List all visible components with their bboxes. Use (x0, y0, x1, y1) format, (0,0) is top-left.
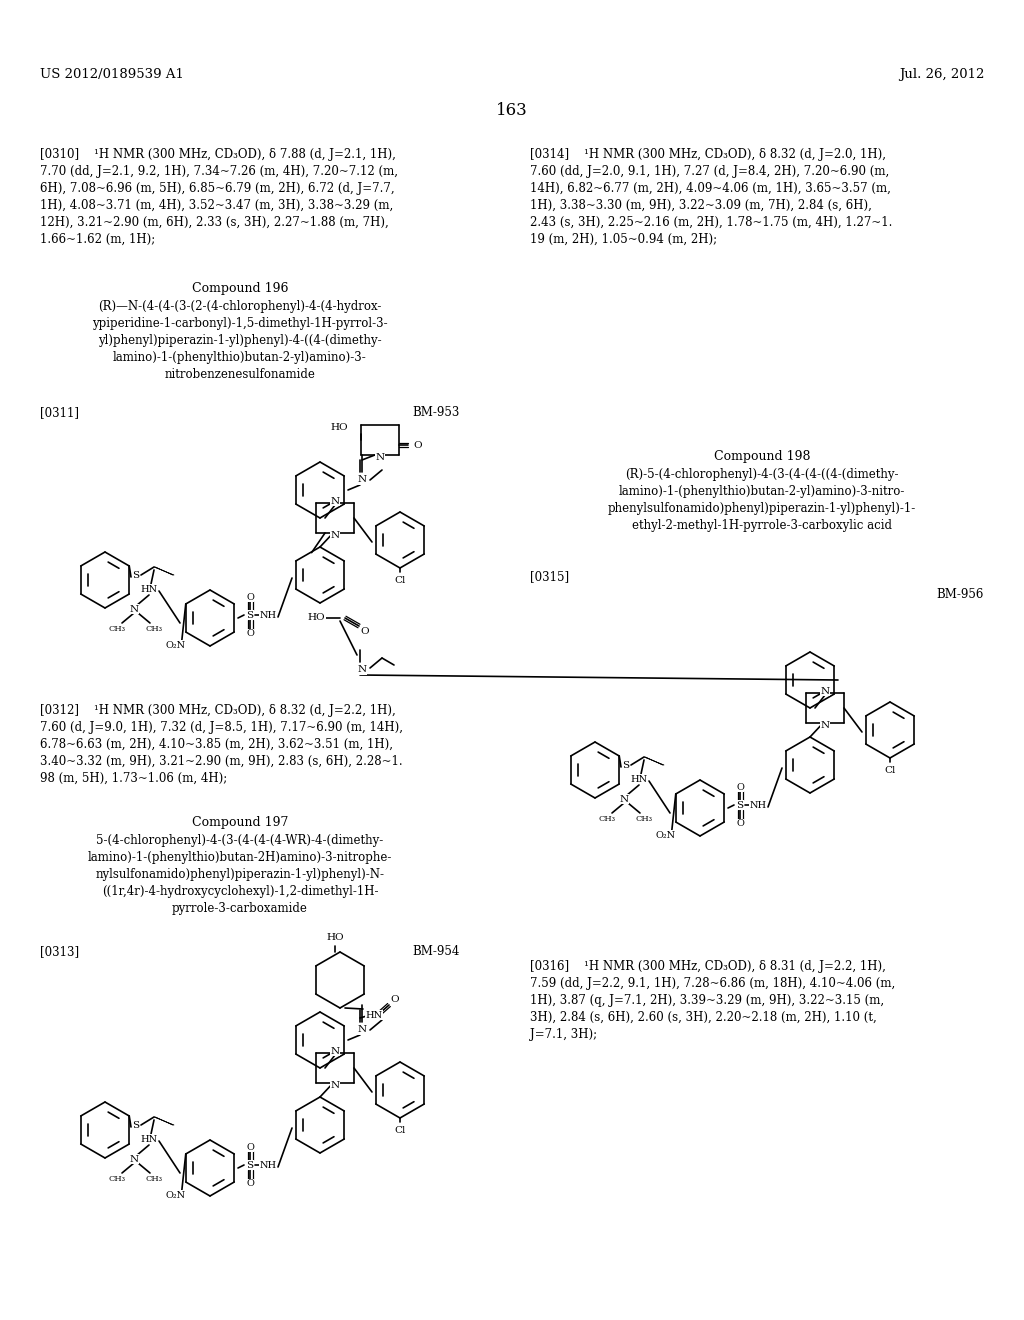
Text: [0313]: [0313] (40, 945, 79, 958)
Text: O: O (360, 627, 370, 636)
Text: [0310]    ¹H NMR (300 MHz, CD₃OD), δ 7.88 (d, J=2.1, 1H),
7.70 (dd, J=2.1, 9.2, : [0310] ¹H NMR (300 MHz, CD₃OD), δ 7.88 (… (40, 148, 398, 246)
Text: N: N (620, 795, 629, 804)
Text: HO: HO (327, 933, 344, 942)
Text: NH: NH (259, 610, 276, 619)
Text: Compound 196: Compound 196 (191, 282, 288, 294)
Text: Cl: Cl (394, 1126, 406, 1135)
Text: NH: NH (259, 1160, 276, 1170)
Text: CH₃: CH₃ (145, 624, 163, 634)
Text: S: S (132, 570, 139, 579)
Text: N: N (357, 1026, 367, 1035)
Text: O: O (246, 1143, 254, 1151)
Text: HN: HN (140, 1134, 158, 1143)
Text: [0315]: [0315] (530, 570, 569, 583)
Text: Compound 198: Compound 198 (714, 450, 810, 463)
Text: S: S (247, 610, 254, 619)
Text: N: N (331, 1081, 340, 1089)
Text: BM-954: BM-954 (413, 945, 460, 958)
Text: O₂N: O₂N (166, 1191, 185, 1200)
Text: 163: 163 (496, 102, 528, 119)
Text: O: O (391, 994, 399, 1003)
Text: BM-953: BM-953 (413, 407, 460, 418)
Text: NH: NH (750, 800, 767, 809)
Text: O₂N: O₂N (655, 830, 676, 840)
Text: (R)—N-(4-(4-(3-(2-(4-chlorophenyl)-4-(4-hydrox-
ypiperidine-1-carbonyl)-1,5-dime: (R)—N-(4-(4-(3-(2-(4-chlorophenyl)-4-(4-… (92, 300, 388, 381)
Text: O: O (246, 1180, 254, 1188)
Text: [0314]    ¹H NMR (300 MHz, CD₃OD), δ 8.32 (d, J=2.0, 1H),
7.60 (dd, J=2.0, 9.1, : [0314] ¹H NMR (300 MHz, CD₃OD), δ 8.32 (… (530, 148, 892, 246)
Text: (R)-5-(4-chlorophenyl)-4-(3-(4-(4-((4-(dimethy-
lamino)-1-(phenylthio)butan-2-yl: (R)-5-(4-chlorophenyl)-4-(3-(4-(4-((4-(d… (608, 469, 916, 532)
Text: BM-956: BM-956 (937, 587, 984, 601)
Text: O: O (736, 783, 744, 792)
Text: N: N (129, 1155, 138, 1163)
Text: Compound 197: Compound 197 (191, 816, 288, 829)
Text: S: S (132, 1121, 139, 1130)
Text: O: O (246, 593, 254, 602)
Text: US 2012/0189539 A1: US 2012/0189539 A1 (40, 69, 184, 81)
Text: CH₃: CH₃ (636, 814, 652, 822)
Text: [0316]    ¹H NMR (300 MHz, CD₃OD), δ 8.31 (d, J=2.2, 1H),
7.59 (dd, J=2.2, 9.1, : [0316] ¹H NMR (300 MHz, CD₃OD), δ 8.31 (… (530, 960, 895, 1041)
Text: N: N (820, 686, 829, 696)
Text: [0312]    ¹H NMR (300 MHz, CD₃OD), δ 8.32 (d, J=2.2, 1H),
7.60 (d, J=9.0, 1H), 7: [0312] ¹H NMR (300 MHz, CD₃OD), δ 8.32 (… (40, 704, 403, 785)
Text: Cl: Cl (394, 576, 406, 585)
Text: HO: HO (307, 614, 325, 623)
Text: N: N (331, 531, 340, 540)
Text: N: N (376, 453, 385, 462)
Text: CH₃: CH₃ (109, 624, 126, 634)
Text: CH₃: CH₃ (598, 814, 615, 822)
Text: N: N (357, 475, 367, 484)
Text: O: O (736, 820, 744, 829)
Text: [0311]: [0311] (40, 407, 79, 418)
Text: S: S (247, 1160, 254, 1170)
Text: O: O (413, 441, 422, 450)
Text: CH₃: CH₃ (109, 1175, 126, 1183)
Text: S: S (623, 760, 630, 770)
Text: O₂N: O₂N (166, 640, 185, 649)
Text: Jul. 26, 2012: Jul. 26, 2012 (899, 69, 984, 81)
Text: N: N (331, 1047, 340, 1056)
Text: HN: HN (140, 585, 158, 594)
Text: S: S (736, 800, 743, 809)
Text: N: N (129, 605, 138, 614)
Text: N: N (820, 721, 829, 730)
Text: HN: HN (365, 1011, 382, 1019)
Text: N: N (357, 665, 367, 675)
Text: CH₃: CH₃ (145, 1175, 163, 1183)
Text: N: N (331, 496, 340, 506)
Text: Cl: Cl (885, 766, 896, 775)
Text: O: O (246, 630, 254, 639)
Text: 5-(4-chlorophenyl)-4-(3-(4-(4-(4-WR)-4-(dimethy-
lamino)-1-(phenylthio)butan-2H): 5-(4-chlorophenyl)-4-(3-(4-(4-(4-WR)-4-(… (88, 834, 392, 915)
Text: HN: HN (631, 775, 647, 784)
Text: HO: HO (331, 424, 348, 433)
